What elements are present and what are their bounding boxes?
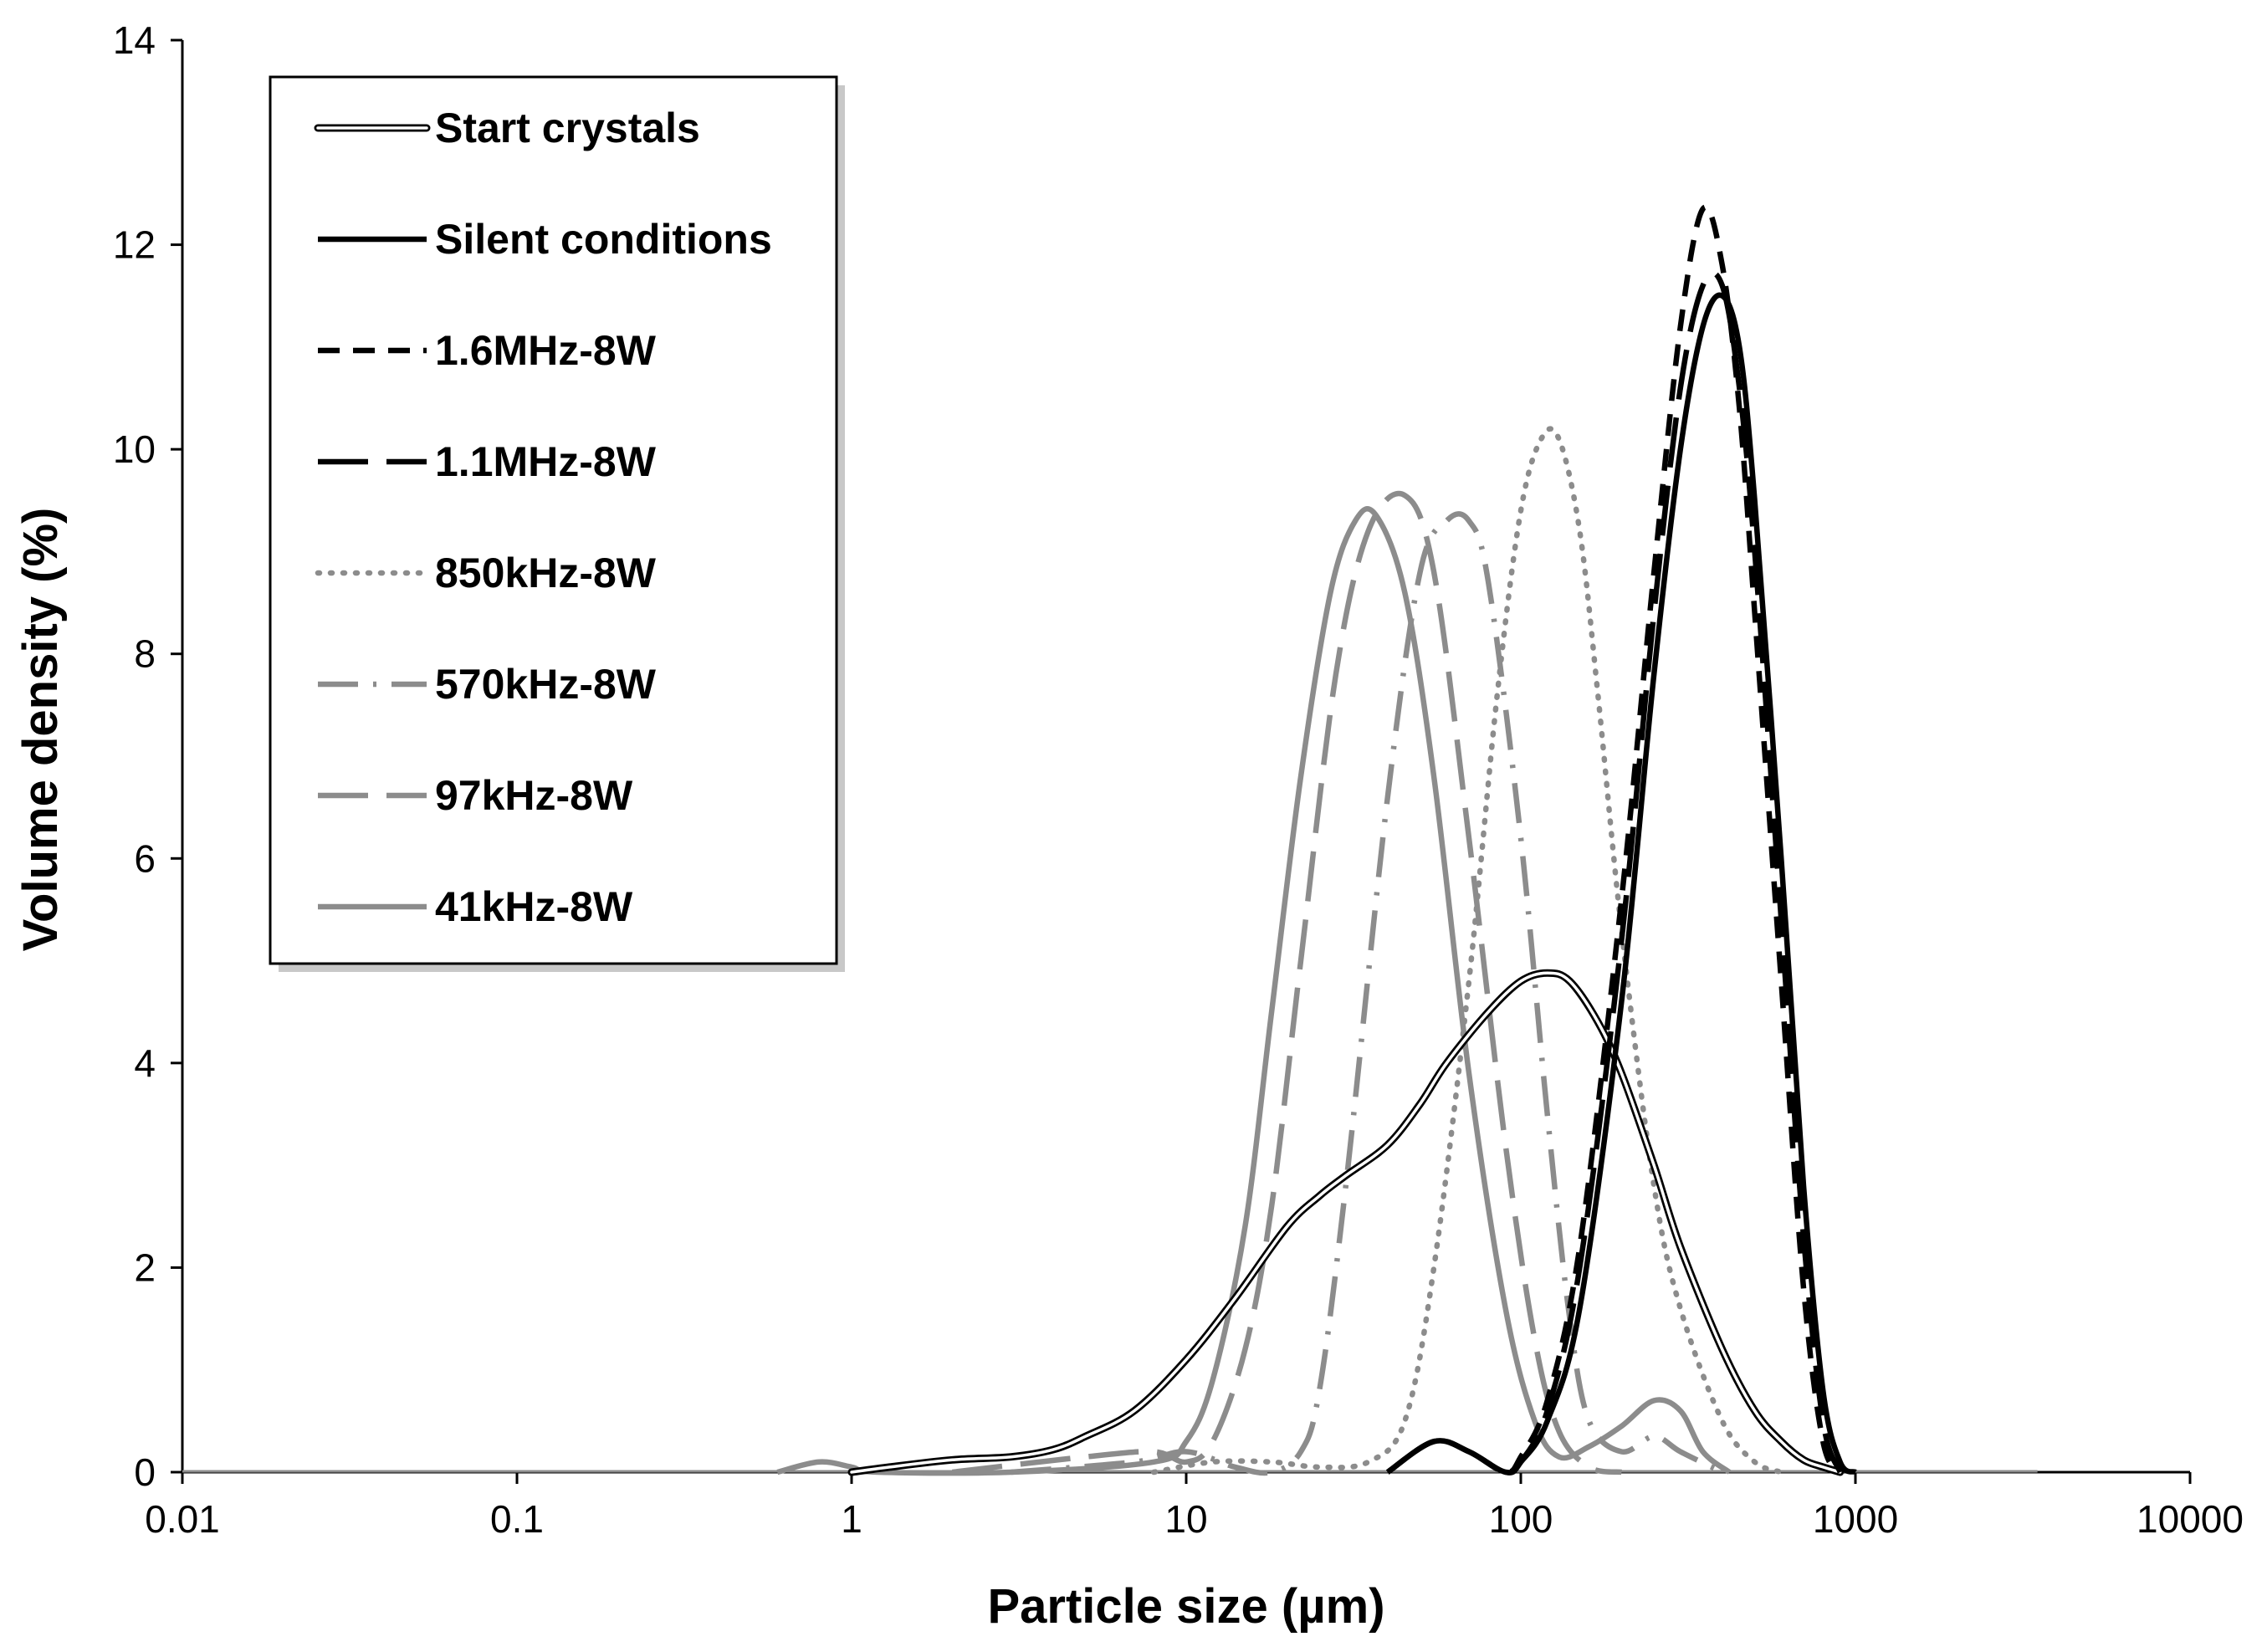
y-tick-label: 0 bbox=[134, 1450, 156, 1494]
legend-label: Silent conditions bbox=[435, 216, 772, 263]
series-3 bbox=[1385, 270, 1843, 1476]
y-tick-label: 6 bbox=[134, 836, 156, 880]
series-line bbox=[1385, 204, 1843, 1476]
series-line bbox=[776, 506, 1732, 1476]
y-tick-label: 8 bbox=[134, 632, 156, 676]
legend-entry: 570kHz-8W bbox=[318, 661, 657, 708]
legend-entry: 1.6MHz-8W bbox=[318, 327, 657, 374]
x-axis-title: Particle size (µm) bbox=[987, 1579, 1384, 1634]
x-tick-label: 1000 bbox=[1813, 1497, 1898, 1541]
legend-entry: 41kHz-8W bbox=[318, 883, 633, 930]
x-tick-label: 10000 bbox=[2137, 1497, 2244, 1541]
y-tick-label: 12 bbox=[113, 223, 156, 267]
series-layer bbox=[182, 204, 2038, 1476]
legend-entry: 97kHz-8W bbox=[318, 772, 633, 819]
legend-label: 1.1MHz-8W bbox=[435, 438, 657, 485]
legend: Start crystals Silent conditions 1.6MHz-8W… bbox=[269, 75, 845, 972]
legend-label: 1.6MHz-8W bbox=[435, 327, 657, 374]
series-line-outer bbox=[847, 969, 1845, 1476]
series-5 bbox=[1011, 511, 1724, 1476]
y-tick-label: 14 bbox=[113, 18, 156, 62]
legend-label: 570kHz-8W bbox=[435, 661, 657, 708]
legend-entry: 1.1MHz-8W bbox=[318, 438, 657, 485]
legend-entry: Silent conditions bbox=[318, 216, 772, 263]
x-tick-label: 100 bbox=[1489, 1497, 1553, 1541]
series-line bbox=[1150, 426, 1784, 1476]
x-tick-label: 1 bbox=[841, 1497, 862, 1541]
x-tick-label: 10 bbox=[1164, 1497, 1207, 1541]
y-tick-label: 2 bbox=[134, 1245, 156, 1289]
y-tick-label: 4 bbox=[134, 1041, 156, 1085]
legend-label: 850kHz-8W bbox=[435, 550, 657, 596]
series-0 bbox=[847, 969, 1845, 1476]
series-line bbox=[1385, 270, 1843, 1476]
series-line bbox=[1011, 511, 1724, 1476]
x-tick-label: 0.1 bbox=[490, 1497, 544, 1541]
y-axis-title: Volume density (%) bbox=[13, 508, 68, 952]
legend-label: Start crystals bbox=[435, 105, 700, 151]
series-line bbox=[952, 490, 1622, 1476]
series-line-inner bbox=[850, 971, 1842, 1474]
series-4 bbox=[1150, 426, 1784, 1476]
series-2 bbox=[1385, 204, 1843, 1476]
legend-entry: Start crystals bbox=[314, 105, 700, 151]
legend-box bbox=[269, 75, 838, 965]
legend-entry: 850kHz-8W bbox=[315, 550, 657, 596]
x-tick-label: 0.01 bbox=[145, 1497, 220, 1541]
series-7 bbox=[776, 506, 1732, 1476]
legend-label: 41kHz-8W bbox=[435, 883, 633, 930]
legend-label: 97kHz-8W bbox=[435, 772, 633, 819]
y-tick-label: 10 bbox=[113, 427, 156, 471]
series-6 bbox=[952, 490, 1622, 1476]
